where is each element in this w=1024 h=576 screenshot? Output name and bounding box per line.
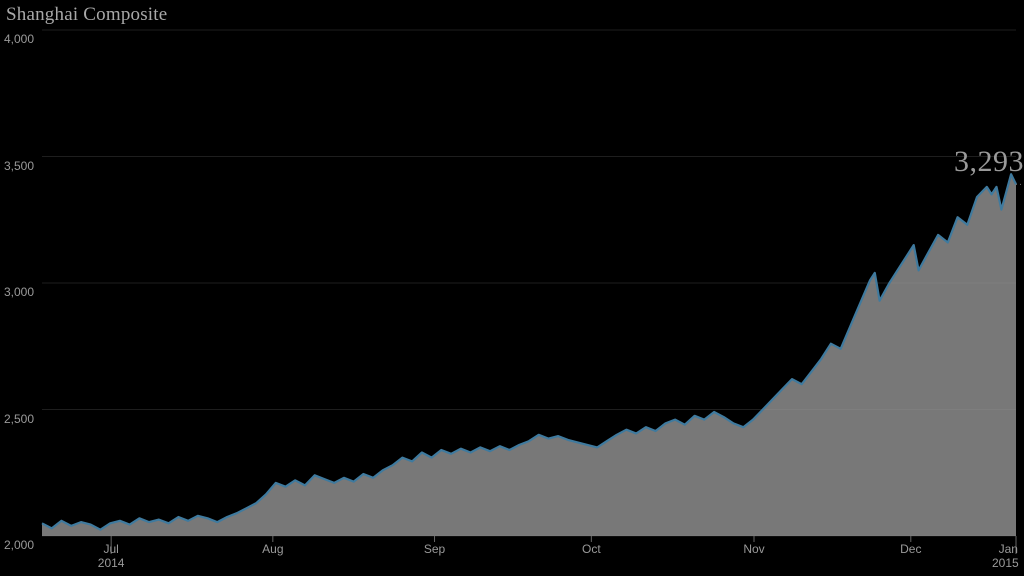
y-tick-label: 2,500	[4, 412, 64, 426]
x-month-label: Sep	[424, 542, 445, 556]
x-month-label: Jul	[103, 542, 118, 556]
x-month-label: Nov	[743, 542, 764, 556]
chart-container: Shanghai Composite 2,0002,5003,0003,5004…	[0, 0, 1024, 576]
chart-svg	[0, 0, 1024, 576]
x-year-label: 2014	[98, 556, 125, 570]
x-month-label: Aug	[262, 542, 283, 556]
current-value-label: 3,293	[954, 145, 1024, 179]
x-month-label: Oct	[582, 542, 601, 556]
y-tick-label: 2,000	[4, 538, 64, 552]
x-month-label: Jan	[999, 542, 1018, 556]
x-month-label: Dec	[900, 542, 921, 556]
y-tick-label: 3,500	[4, 159, 64, 173]
area-fill	[42, 174, 1016, 536]
y-tick-label: 3,000	[4, 285, 64, 299]
y-tick-label: 4,000	[4, 32, 64, 46]
x-year-label: 2015	[992, 556, 1019, 570]
